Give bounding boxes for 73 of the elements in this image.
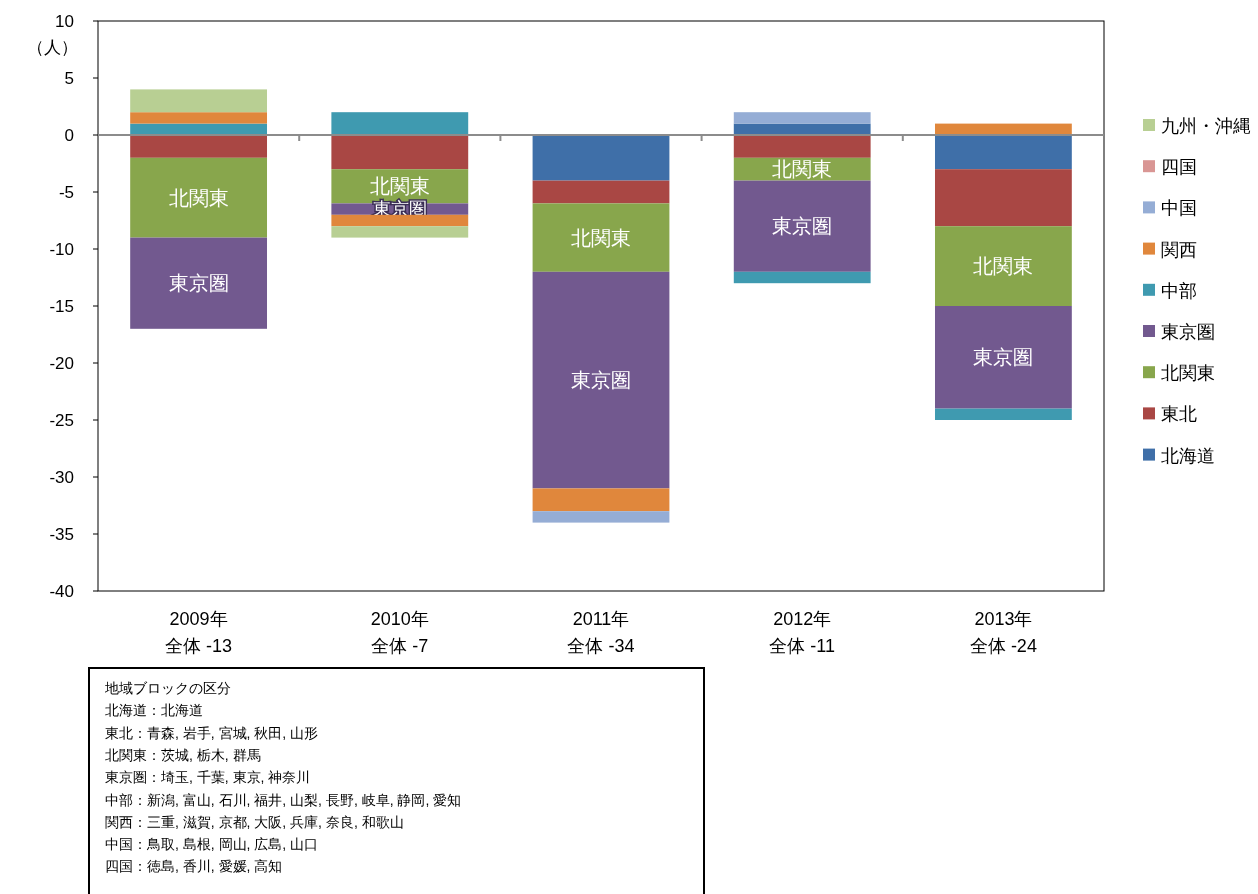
bar bbox=[532, 180, 670, 204]
text: 中部：新潟, 富山, 石川, 福井, 山梨, 長野, 岐阜, 静岡, 愛知 bbox=[105, 791, 462, 808]
text: 北海道：北海道 bbox=[105, 702, 203, 719]
y-tick-label: -35 bbox=[49, 525, 74, 544]
bar bbox=[733, 271, 871, 284]
bar bbox=[733, 180, 871, 272]
text: 関西：三重, 滋賀, 京都, 大阪, 兵庫, 奈良, 和歌山 bbox=[105, 813, 404, 830]
text: 全体 -11 bbox=[769, 636, 836, 656]
x-tick-label: 2012年 bbox=[773, 609, 832, 629]
bar bbox=[331, 214, 469, 227]
data-label: 東京圏 bbox=[772, 215, 833, 238]
bar bbox=[130, 237, 268, 329]
bar bbox=[331, 226, 469, 238]
data-label: 北関東 bbox=[571, 226, 631, 249]
data-label: 東京圏 bbox=[571, 369, 631, 392]
data-label: 北関東 bbox=[168, 186, 229, 209]
legend-label: 東京圏 bbox=[1161, 322, 1215, 342]
x-tick-label: 2013年 bbox=[974, 609, 1033, 629]
y-tick-label: 5 bbox=[64, 69, 74, 88]
y-tick-label: -30 bbox=[49, 468, 74, 487]
legend-label: 関西 bbox=[1161, 239, 1197, 260]
bar bbox=[934, 226, 1072, 306]
bar bbox=[130, 157, 268, 238]
data-label: 東京圏 bbox=[973, 346, 1034, 369]
bar bbox=[934, 408, 1072, 420]
legend-label: 中部 bbox=[1161, 280, 1197, 301]
text: 全体 -34 bbox=[567, 636, 635, 656]
data-label: 北関東 bbox=[973, 255, 1034, 278]
text: 全体 -24 bbox=[969, 636, 1037, 656]
text: 全体 -7 bbox=[371, 636, 429, 656]
text: 中国：鳥取, 島根, 岡山, 広島, 山口 bbox=[105, 836, 319, 853]
x-tick-label: 2011年 bbox=[572, 609, 630, 629]
legend-label: 四国 bbox=[1161, 157, 1197, 178]
bar bbox=[532, 203, 670, 272]
bar bbox=[532, 135, 670, 181]
text: 全体 -13 bbox=[165, 636, 233, 656]
data-label: 東京圏 bbox=[168, 272, 229, 295]
legend-label: 北海道 bbox=[1161, 445, 1215, 466]
bar bbox=[532, 271, 670, 489]
bar bbox=[130, 135, 268, 158]
legend-label: 北関東 bbox=[1161, 363, 1215, 384]
bar bbox=[934, 169, 1072, 227]
bar bbox=[331, 112, 469, 135]
y-tick-label: -40 bbox=[49, 582, 74, 601]
legend-label: 東北 bbox=[1161, 404, 1197, 425]
text: 四国：徳島, 香川, 愛媛, 高知 bbox=[105, 858, 283, 875]
y-tick-label: -20 bbox=[49, 354, 74, 373]
y-tick-label: -15 bbox=[49, 297, 74, 316]
legend-label: 九州・沖縄 bbox=[1161, 116, 1251, 136]
text: 東京圏：埼玉, 千葉, 東京, 神奈川 bbox=[105, 769, 311, 786]
y-tick-label: -5 bbox=[58, 183, 74, 202]
bar bbox=[733, 135, 871, 158]
bar bbox=[532, 511, 670, 523]
bar bbox=[130, 89, 268, 113]
y-tick-label: 0 bbox=[64, 126, 74, 145]
y-tick-label: -10 bbox=[49, 240, 74, 259]
text: 北関東：茨城, 栃木, 群馬 bbox=[105, 746, 261, 763]
bar bbox=[934, 306, 1072, 409]
bar bbox=[733, 112, 871, 124]
text: 東北：青森, 岩手, 宮城, 秋田, 山形 bbox=[105, 724, 319, 741]
y-tick-label: -25 bbox=[49, 411, 74, 430]
x-tick-label: 2009年 bbox=[169, 609, 228, 629]
y-axis-title: （人） bbox=[26, 38, 78, 57]
y-tick-label: 10 bbox=[55, 12, 74, 31]
bar bbox=[130, 112, 268, 124]
bar bbox=[331, 135, 469, 170]
data-label: 北関東 bbox=[772, 158, 833, 181]
x-tick-label: 2010年 bbox=[370, 609, 429, 629]
legend-label: 中国 bbox=[1161, 198, 1197, 219]
bar bbox=[532, 488, 670, 512]
text: 地域ブロックの区分 bbox=[104, 680, 231, 696]
bar bbox=[934, 135, 1072, 170]
data-label: 北関東 bbox=[369, 175, 430, 198]
